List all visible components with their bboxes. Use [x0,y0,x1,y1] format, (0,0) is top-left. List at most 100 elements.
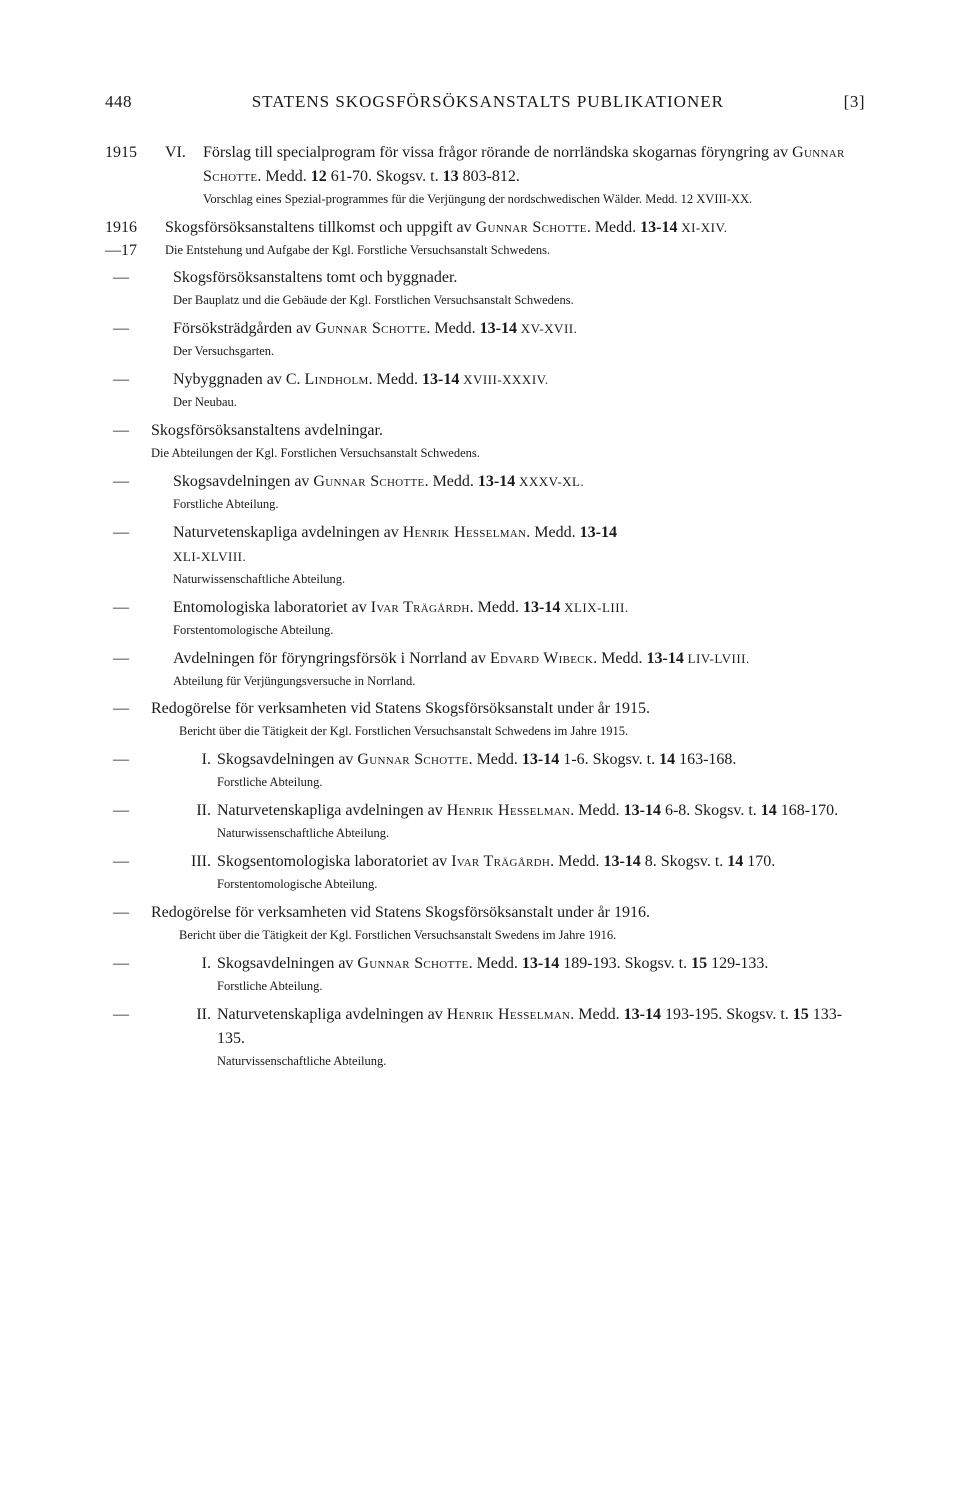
entry-note: Die Abteilungen der Kgl. Forstlichen Ver… [151,445,865,462]
entry-body: Nybyggnaden av C. Lindholm. Medd. 13-14 … [173,368,865,417]
pages: 129-133. [707,955,768,972]
author: Ivar Trägårdh [371,599,470,616]
entry-num: I. [173,952,217,1001]
entry-r1915-ii: — II. Naturvetenskapliga avdelningen av … [105,799,865,848]
text: . Medd. [425,473,478,490]
text: Redogörelse för verksamheten vid Statens… [151,697,865,721]
entry-body: Skogsförsöksanstaltens avdelningar. Die … [151,419,865,468]
roman: XXXV-XL. [515,474,584,489]
entry-note: Naturvissenschaftliche Abteilung. [217,1053,865,1070]
pages: 189-193. Skogsv. t. [559,955,691,972]
year-end: —17 [105,239,165,262]
entry-body: Naturvetenskapliga avdelningen av Henrik… [217,1003,865,1076]
author: Ivar Trägårdh [451,853,550,870]
text: Skogsavdelningen av [217,955,357,972]
roman: XVIII-XXXIV. [459,372,548,387]
year: 1916 —17 [105,216,165,265]
entry-body: Skogsentomologiska laboratoriet av Ivar … [217,850,865,899]
entry-body: Redogörelse för verksamheten vid Statens… [151,697,865,746]
roman: XLIX-LIII. [560,600,628,615]
entry-note: Forstentomologische Abteilung. [173,622,865,639]
entry-body: Naturvetenskapliga avdelningen av Henrik… [217,799,865,848]
dash: — [105,1003,173,1076]
volume: 13-14 [640,219,677,236]
entry-body: Försöksträdgården av Gunnar Schotte. Med… [173,317,865,366]
page-number: 448 [105,90,132,115]
roman: XV-XVII. [517,321,577,336]
entry-r1916-i: — I. Skogsavdelningen av Gunnar Schotte.… [105,952,865,1001]
entry-main: Entomologiska laboratoriet av Ivar Trägå… [173,596,865,620]
entry-note: Forstentomologische Abteilung. [217,876,865,893]
entry-skogsavd: — Skogsavdelningen av Gunnar Schotte. Me… [105,470,865,519]
entry-r1915-iii: — III. Skogsentomologiska laboratoriet a… [105,850,865,899]
entry-main-line2: XLI-XLVIII. [173,545,865,569]
volume: 13-14 [580,524,617,541]
entry-body: Förslag till specialprogram för vissa fr… [203,141,865,214]
volume: 15 [793,1006,809,1023]
entry-note: Bericht über die Tätigkeit der Kgl. Fors… [151,723,865,740]
entry-avdel: — Skogsförsöksanstaltens avdelningar. Di… [105,419,865,468]
author: Gunnar Schotte [357,955,468,972]
text: Försöksträdgården av [173,320,315,337]
entry-main: Naturvetenskapliga avdelningen av Henrik… [217,1003,865,1051]
dash: — [105,952,173,1001]
page: 448 STATENS SKOGSFÖRSÖKSANSTALTS PUBLIKA… [0,0,960,1148]
pages: 193-195. Skogsv. t. [661,1006,793,1023]
dash: — [105,799,173,848]
author: Lindholm [305,371,369,388]
entry-note: Der Bauplatz und die Gebäude der Kgl. Fo… [173,292,865,309]
entry-nybygg: — Nybyggnaden av C. Lindholm. Medd. 13-1… [105,368,865,417]
text: . Medd. [426,320,479,337]
text: . Medd. [369,371,422,388]
text: Nybyggnaden av C. [173,371,305,388]
volume: 13-14 [603,853,640,870]
entry-main: Nybyggnaden av C. Lindholm. Medd. 13-14 … [173,368,865,392]
entry-num: II. [173,799,217,848]
text: . Medd. [570,1006,623,1023]
entry-naturvet: — Naturvetenskapliga avdelningen av Henr… [105,521,865,594]
text: Naturvetenskapliga avdelningen av [217,1006,447,1023]
entry-main: Redogörelse för verksamheten vid Statens… [151,697,865,721]
dash: — [105,748,173,797]
author: Edvard Wibeck [490,650,593,667]
dash: — [105,368,173,417]
entry-num: VI. [165,141,203,214]
text: . Medd. [469,751,522,768]
text: Skogsavdelningen av [173,473,313,490]
entry-body: Naturvetenskapliga avdelningen av Henrik… [173,521,865,594]
entry-r1916-ii: — II. Naturvetenskapliga avdelningen av … [105,1003,865,1076]
pages: 8. Skogsv. t. [641,853,728,870]
pages: 1-6. Skogsv. t. [559,751,659,768]
pages: 61-70. Skogsv. t. [327,168,443,185]
pages: 170. [743,853,775,870]
entry-main: Skogsförsöksanstaltens avdelningar. [151,419,865,443]
entry-body: Skogsförsöksanstaltens tillkomst och upp… [165,216,865,265]
volume: 14 [659,751,675,768]
author: Gunnar Schotte [476,219,587,236]
author: Henrik Hesselman [403,524,527,541]
dash: — [105,470,173,519]
volume: 13-14 [624,802,661,819]
entry-main: Redogörelse för verksamheten vid Statens… [151,901,865,925]
pages: 6-8. Skogsv. t. [661,802,761,819]
entry-1915-vi: 1915 VI. Förslag till specialprogram för… [105,141,865,214]
entry-main: Försöksträdgården av Gunnar Schotte. Med… [173,317,865,341]
entry-note: Bericht über die Tätigkeit der Kgl. Fors… [151,927,865,944]
pages: 163-168. [675,751,736,768]
volume: 14 [727,853,743,870]
volume: 13-14 [522,751,559,768]
entry-1916: 1916 —17 Skogsförsöksanstaltens tillkoms… [105,216,865,265]
page-header: 448 STATENS SKOGSFÖRSÖKSANSTALTS PUBLIKA… [105,90,865,115]
author: Gunnar Schotte [315,320,426,337]
volume: 13-14 [624,1006,661,1023]
entry-entomo: — Entomologiska laboratoriet av Ivar Trä… [105,596,865,645]
entry-main: Naturvetenskapliga avdelningen av Henrik… [217,799,865,823]
entry-tradgarden: — Försöksträdgården av Gunnar Schotte. M… [105,317,865,366]
text: . Medd. [470,599,523,616]
entry-main: Skogsavdelningen av Gunnar Schotte. Medd… [173,470,865,494]
year-start: 1916 [105,216,165,239]
entry-body: Skogsavdelningen av Gunnar Schotte. Medd… [217,952,865,1001]
entry-main: Skogsavdelningen av Gunnar Schotte. Medd… [217,748,865,772]
entry-num: II. [173,1003,217,1076]
entry-main: Avdelningen för föryngringsförsök i Norr… [173,647,865,671]
